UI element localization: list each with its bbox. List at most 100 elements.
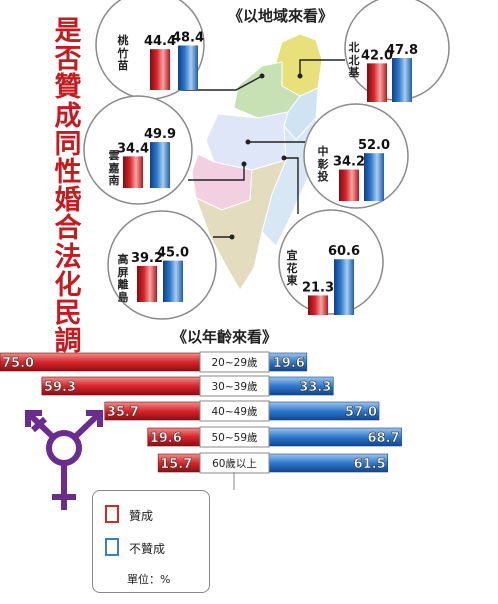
value-label-support: 21.3	[302, 280, 334, 295]
age-value-support: 75.0	[2, 356, 34, 371]
region-circle	[278, 209, 384, 315]
leader-dot	[297, 73, 303, 79]
region-name-char: 花	[286, 261, 298, 275]
region-name-label: 中彰投	[316, 145, 330, 184]
map-region-south	[195, 159, 287, 291]
region-chart-title: 《以地域來看》	[228, 7, 334, 25]
region-name-char: 彰	[317, 157, 329, 171]
side-title-char: 同	[54, 128, 82, 160]
side-title-char: 贊	[54, 72, 82, 104]
region-name-char: 東	[286, 274, 298, 287]
age-value-oppose: 33.3	[299, 380, 331, 395]
region-name-char: 北	[348, 53, 360, 67]
side-title-char: 調	[54, 326, 82, 358]
region-name-label: 高屏離島	[116, 253, 130, 304]
age-value-oppose: 19.6	[273, 356, 305, 371]
bar-oppose	[178, 45, 198, 90]
region-name-char: 苗	[117, 59, 129, 72]
side-title-char: 是	[54, 16, 82, 47]
leader-line	[299, 59, 345, 76]
bar-support	[137, 265, 157, 302]
value-label-support: 44.4	[144, 34, 176, 49]
region-callouts: 44.448.4 42.047.8 34.449.9 34.2 52.0 39.245.0…	[83, 0, 450, 320]
side-title-char: 法	[54, 241, 82, 273]
age-value-oppose: 68.7	[368, 431, 400, 446]
side-title-char: 婚	[54, 185, 82, 217]
age-value-oppose: 57.0	[345, 405, 377, 420]
side-title-char: 合	[54, 213, 82, 245]
leader-dot	[229, 234, 235, 240]
value-label-oppose: 45.0	[157, 246, 189, 261]
age-chart: 20~29歲 75.0 19.6 30~39歲 59.3 33.3 40~49歲 35.7 57…	[0, 351, 402, 490]
age-group-box	[199, 351, 270, 373]
leader-dot	[241, 161, 247, 167]
bar-support	[308, 295, 328, 315]
value-label-support: 34.4	[117, 141, 149, 156]
region-name-char: 北	[348, 41, 360, 54]
bar-support	[367, 63, 387, 102]
value-label-support: 39.2	[131, 251, 163, 266]
age-group-label: 40~49歲	[211, 405, 257, 418]
age-value-support: 19.6	[150, 431, 182, 446]
age-value-support: 15.7	[160, 457, 192, 472]
region-name-char: 高	[117, 253, 129, 266]
age-group-label: 50~59歲	[211, 431, 257, 444]
value-label-oppose: 52.0	[358, 138, 390, 153]
legend-support-swatch	[105, 505, 119, 523]
region-name-label: 宜花東	[285, 249, 299, 288]
age-value-support: 59.3	[44, 380, 76, 395]
legend-oppose-swatch	[105, 538, 119, 556]
legend: 贊成 不贊成 單位：%	[92, 490, 210, 593]
bar-oppose	[150, 142, 170, 188]
age-value-oppose: 61.5	[354, 457, 386, 472]
region-name-char: 桃	[117, 34, 129, 47]
age-value-support: 35.7	[107, 405, 139, 420]
leader-dot	[259, 73, 265, 79]
age-group-box	[199, 400, 270, 422]
region-name-char: 雲	[108, 149, 120, 162]
region-circle	[107, 210, 217, 320]
leader-dot	[281, 155, 287, 161]
region-name-char: 屏	[117, 265, 129, 279]
bar-support	[339, 169, 359, 201]
transgender-symbol-icon	[25, 410, 103, 510]
value-label-support: 42.0	[361, 48, 393, 63]
bar-oppose	[364, 153, 384, 201]
region-name-label: 桃竹苗	[116, 34, 130, 73]
side-title-char: 化	[54, 269, 82, 301]
legend-unit-label: 單位：%	[127, 573, 171, 586]
age-group-label: 20~29歲	[211, 356, 257, 369]
region-name-label: 雲嘉南	[107, 149, 121, 188]
side-title-char: 成	[54, 100, 82, 132]
bar-oppose	[163, 260, 183, 302]
legend-support-label: 贊成	[129, 509, 154, 523]
age-group-box	[199, 375, 270, 397]
value-label-oppose: 60.6	[328, 244, 360, 259]
region-name-label: 北北基	[347, 41, 361, 80]
region-name-char: 投	[317, 170, 329, 183]
side-title-char: 否	[54, 44, 82, 76]
age-chart-title: 《以年齡來看》	[172, 328, 278, 346]
side-title-char: 民	[54, 298, 82, 330]
bar-oppose	[392, 58, 412, 102]
bar-support	[150, 49, 170, 90]
region-name-char: 基	[348, 66, 360, 79]
region-name-char: 島	[117, 290, 129, 304]
age-group-label: 60歲以上	[212, 457, 257, 470]
value-label-oppose: 48.4	[172, 30, 204, 45]
value-label-oppose: 47.8	[386, 43, 418, 58]
taiwan-map	[191, 33, 323, 291]
region-name-char: 南	[108, 174, 120, 187]
leader-line	[188, 164, 245, 181]
leader-dot	[245, 139, 251, 145]
age-group-label: 30~39歲	[211, 380, 257, 393]
region-name-char: 離	[117, 278, 129, 291]
region-name-char: 竹	[117, 46, 129, 60]
bar-support	[123, 156, 143, 188]
side-title-char: 性	[54, 157, 82, 189]
value-label-support: 34.2	[333, 155, 365, 170]
bar-oppose	[334, 259, 354, 315]
region-name-char: 嘉	[108, 161, 120, 175]
